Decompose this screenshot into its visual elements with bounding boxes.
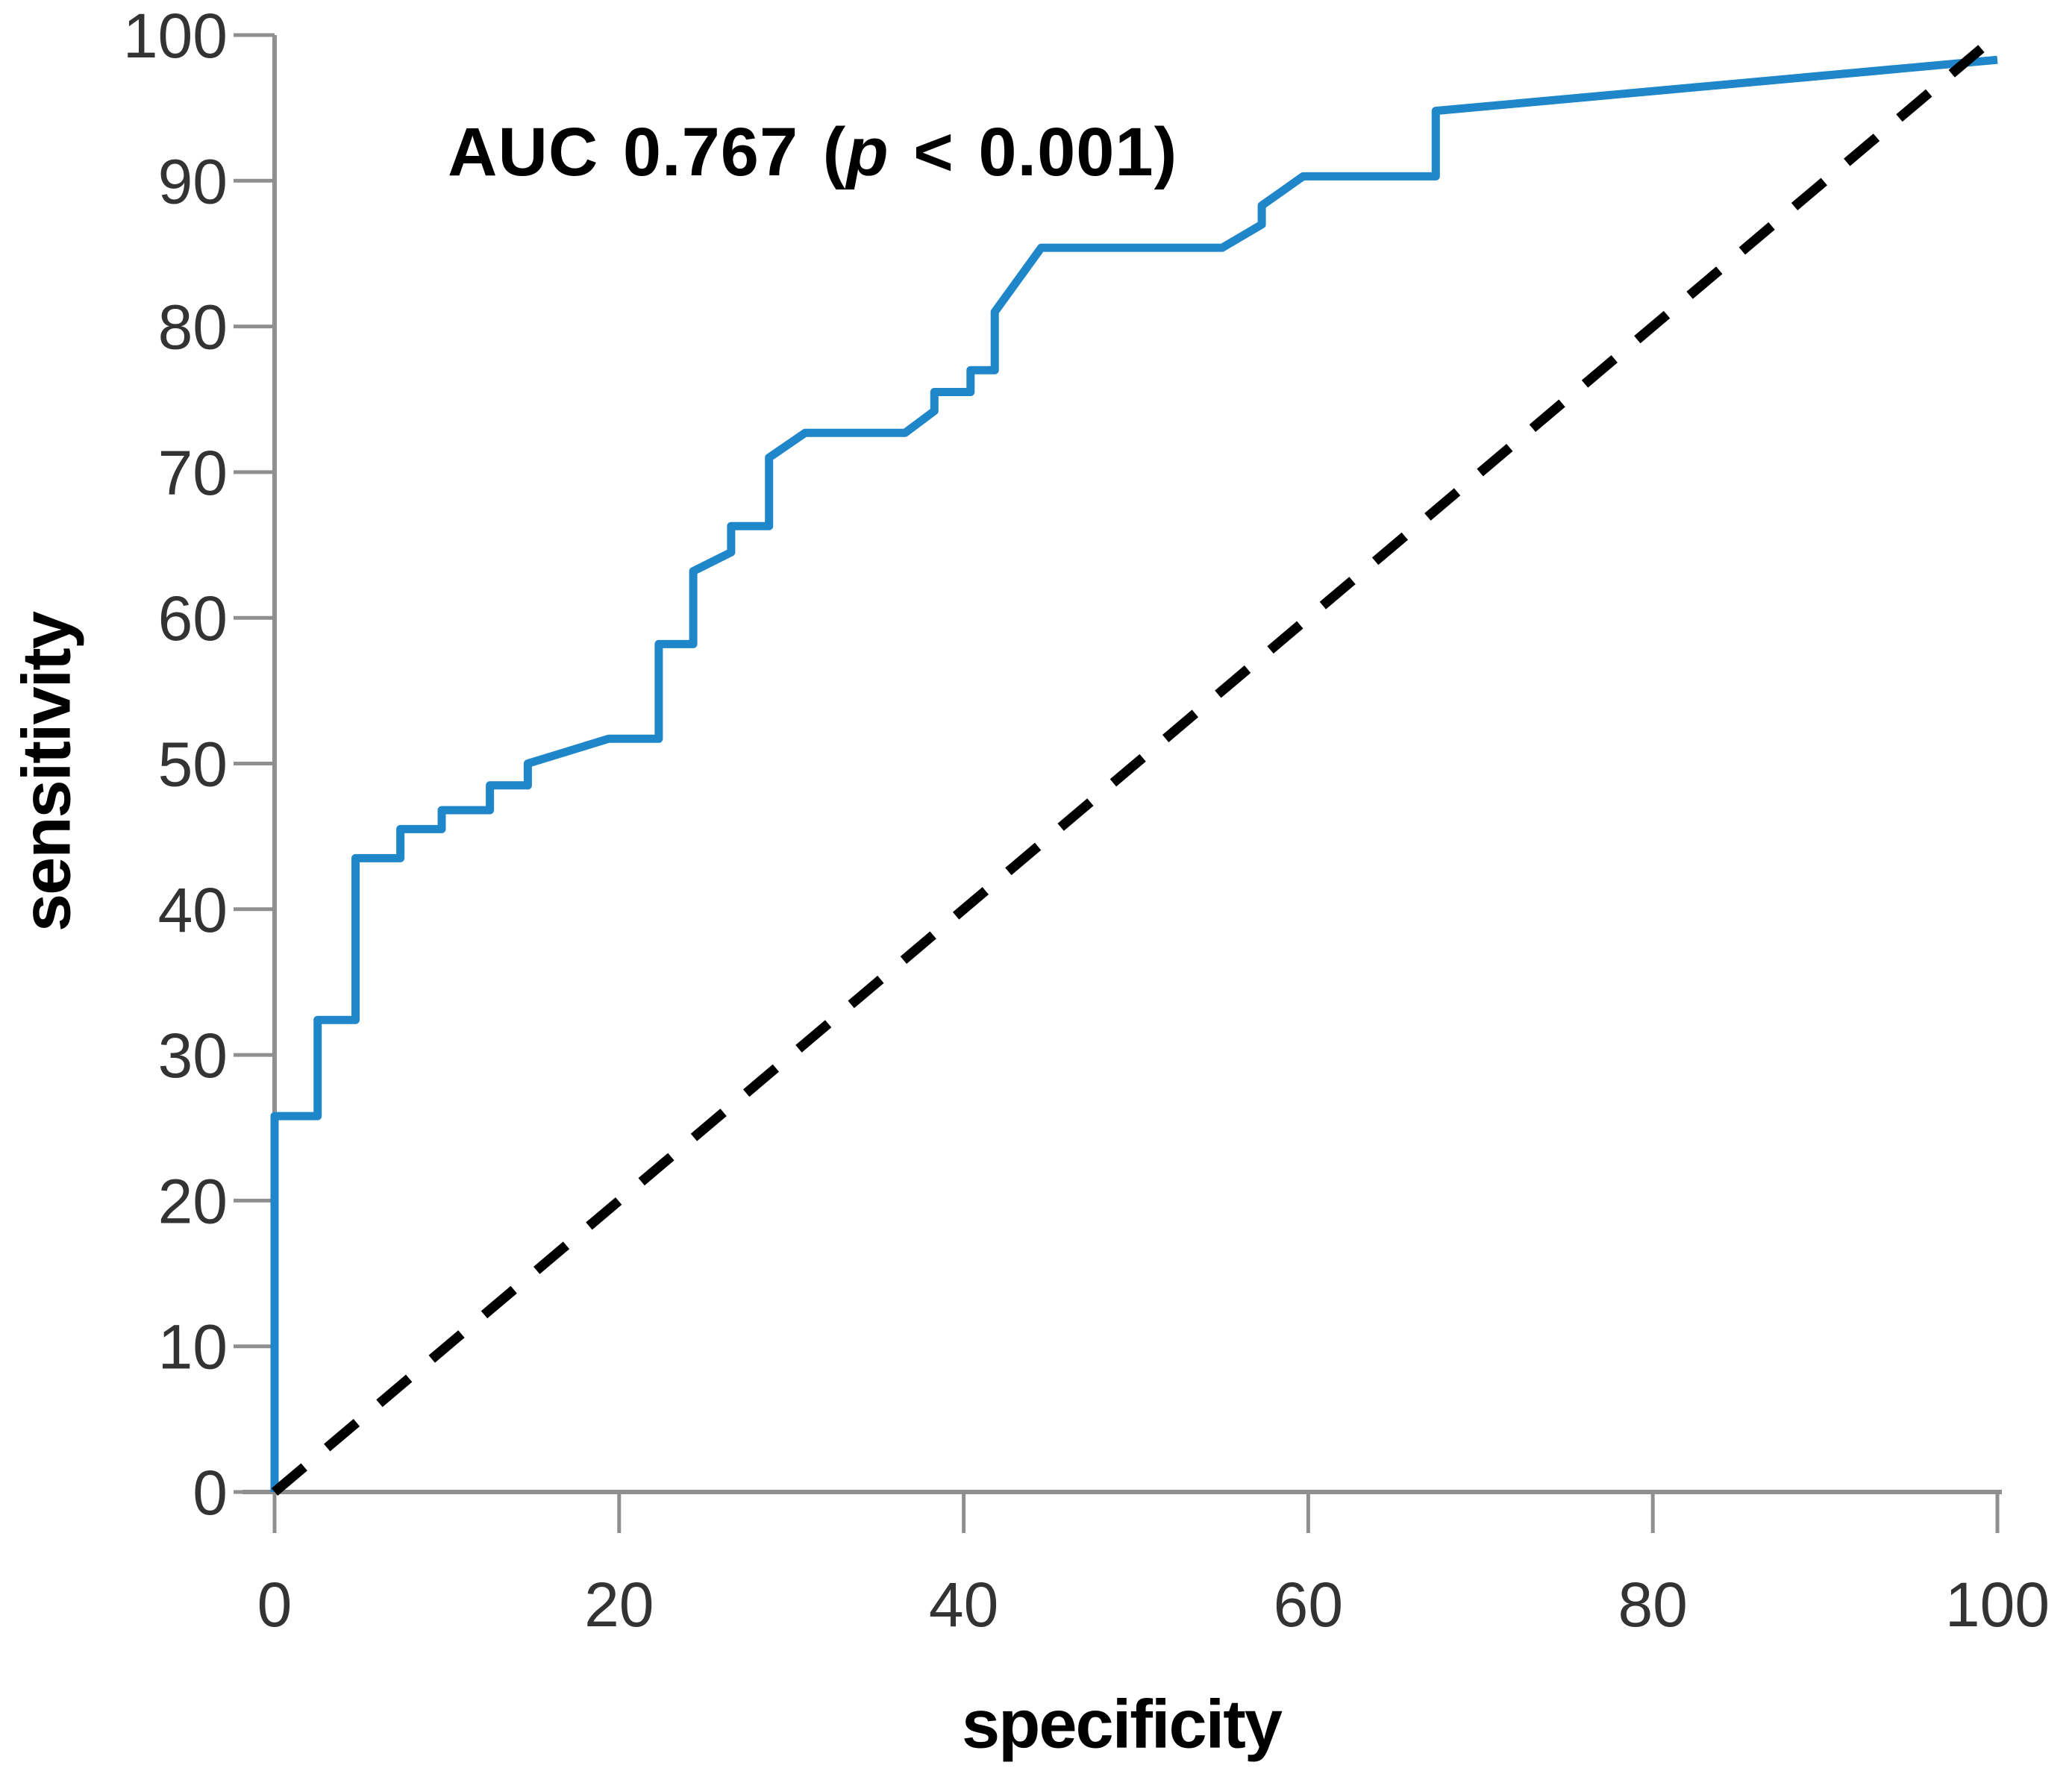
y-axis-title: sensitivity	[8, 612, 85, 932]
y-tick-label: 0	[193, 1458, 228, 1528]
y-tick-label: 60	[158, 583, 228, 653]
y-tick-label: 10	[158, 1312, 228, 1382]
y-tick-label: 80	[158, 292, 228, 363]
x-tick-label: 80	[1618, 1570, 1687, 1640]
x-tick-label: 60	[1274, 1570, 1343, 1640]
y-tick-label: 90	[158, 146, 228, 216]
auc-annotation-p: p	[846, 114, 889, 190]
auc-annotation-prefix: AUC 0.767 (	[448, 114, 847, 190]
x-tick-label: 20	[584, 1570, 654, 1640]
auc-annotation-suffix: < 0.001)	[889, 114, 1178, 190]
x-tick-label: 100	[1945, 1570, 2050, 1640]
y-tick-label: 50	[158, 730, 228, 800]
roc-curve-line	[270, 55, 1998, 1492]
chance-diagonal-line	[271, 31, 2001, 1496]
y-tick-label: 20	[158, 1166, 228, 1236]
series-layer	[270, 31, 2001, 1496]
x-tick-label: 0	[257, 1570, 292, 1640]
auc-annotation: AUC 0.767 (p < 0.001)	[448, 113, 1177, 192]
y-tick-label: 40	[158, 875, 228, 945]
y-tick-label: 70	[158, 438, 228, 508]
x-tick-label: 40	[929, 1570, 998, 1640]
y-tick-label: 100	[123, 1, 228, 71]
y-tick-label: 30	[158, 1021, 228, 1091]
x-axis-title: specificity	[962, 1686, 1283, 1763]
tick-label-layer: 0 20 40 60 80 100 0 10 20 30 40 50 60 70 80 90 100	[123, 1, 2050, 1640]
